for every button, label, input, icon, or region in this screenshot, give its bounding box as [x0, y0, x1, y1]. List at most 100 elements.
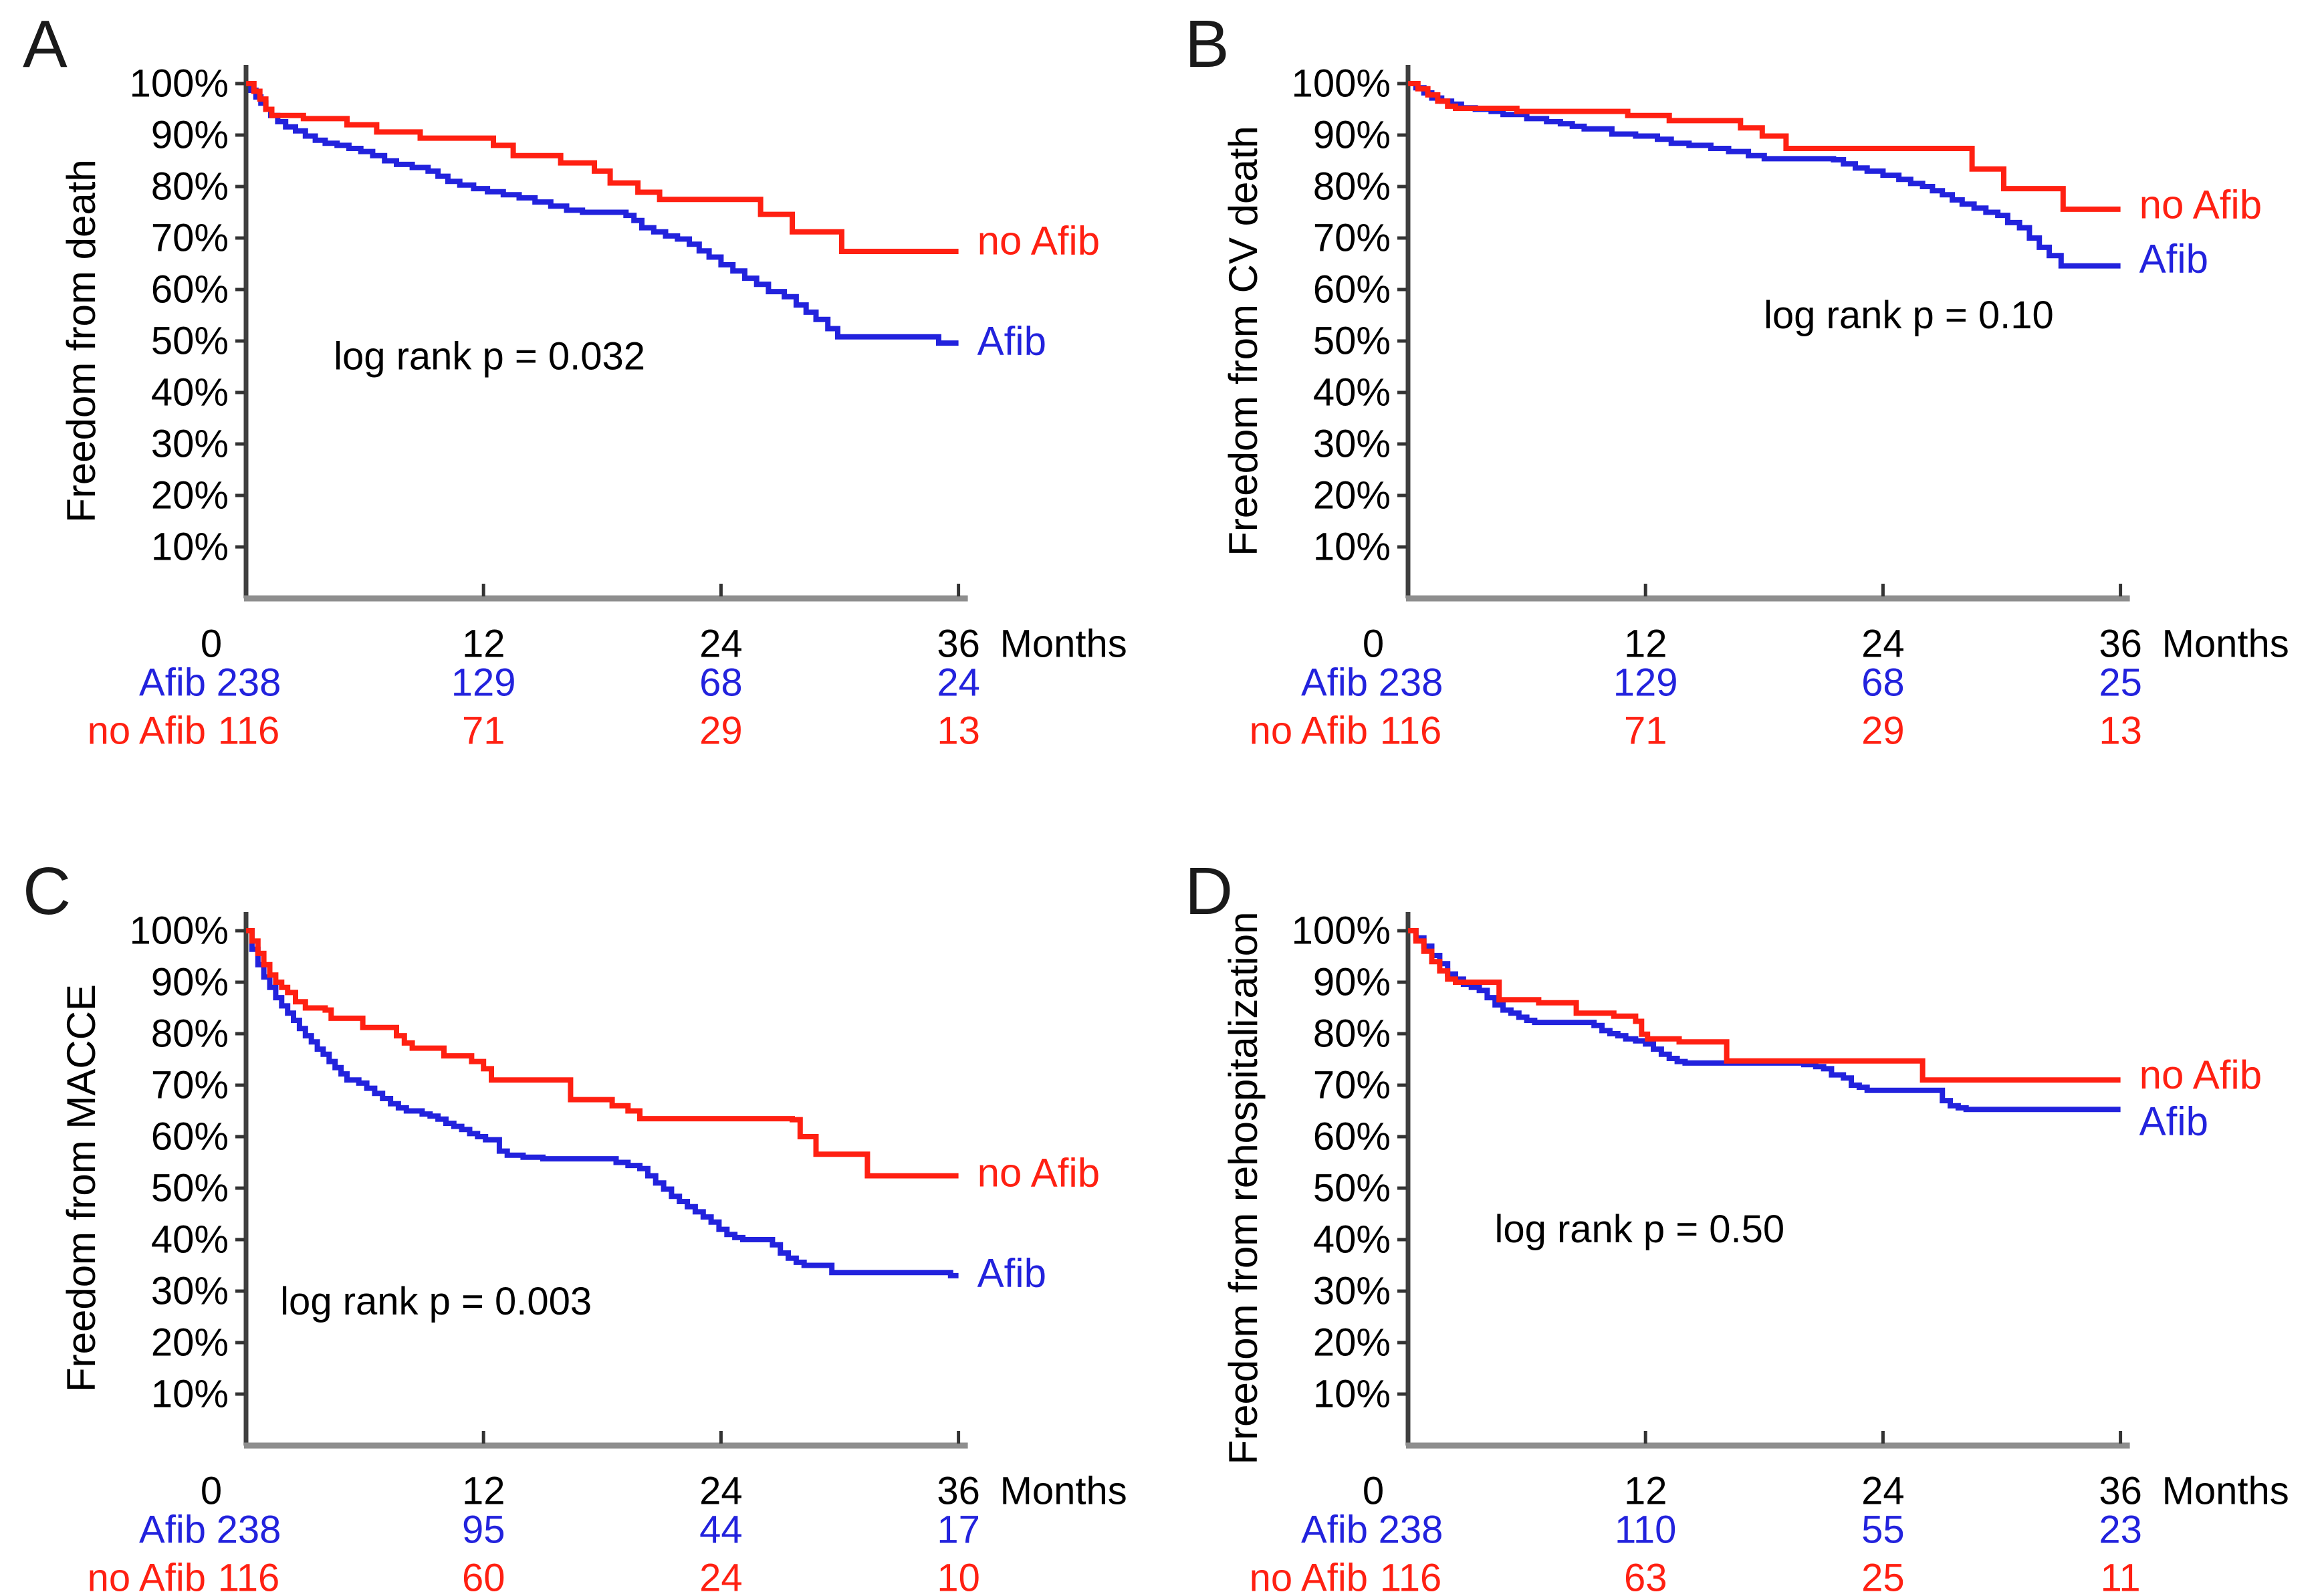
- at-risk-count-afib: 129: [1613, 661, 1678, 705]
- y-axis-tick-label: 80%: [151, 165, 229, 209]
- y-axis-tick-label: 50%: [1313, 320, 1391, 363]
- x-axis-origin-label: 0: [1363, 622, 1384, 666]
- x-axis-title: Months: [1000, 1470, 1127, 1513]
- x-axis-tick-label: 12: [462, 622, 505, 666]
- at-risk-row-label-noafib: no Afib: [88, 1557, 206, 1594]
- curve-noafib: [246, 81, 959, 254]
- at-risk-count-noafib: 13: [2099, 709, 2142, 753]
- y-axis-tick-label: 10%: [151, 1373, 229, 1416]
- y-axis-tick-label: 40%: [151, 1218, 229, 1262]
- y-axis-tick-label: 60%: [1313, 1115, 1391, 1159]
- at-risk-count-noafib: 116: [1380, 709, 1441, 753]
- curve-label-afib: Afib: [2139, 236, 2208, 281]
- at-risk-count-afib: 44: [699, 1508, 743, 1552]
- y-axis-tick-label: 70%: [1313, 1064, 1391, 1107]
- curve-afib: [246, 81, 959, 346]
- x-axis-origin-label: 0: [1363, 1470, 1384, 1513]
- y-axis-tick-label: 90%: [1313, 114, 1391, 157]
- panel-letter: A: [23, 7, 68, 82]
- x-axis-origin-label: 0: [201, 1470, 222, 1513]
- y-axis-title: Freedom from MACCE: [59, 984, 104, 1392]
- curve-label-afib: Afib: [2139, 1099, 2208, 1143]
- y-axis-tick-label: 20%: [1313, 1321, 1391, 1365]
- x-axis-tick-label: 36: [937, 622, 980, 666]
- log-rank-p-label: log rank p = 0.50: [1494, 1208, 1784, 1251]
- x-axis-tick-label: 24: [1861, 622, 1905, 666]
- y-axis-tick-label: 30%: [151, 1270, 229, 1313]
- panel-d: D Freedom from rehospitalization 100% 90% 80…: [1162, 797, 2324, 1594]
- at-risk-count-afib: 68: [1861, 661, 1905, 705]
- y-axis-tick-label: 10%: [1313, 1373, 1391, 1416]
- at-risk-count-afib: 17: [937, 1508, 980, 1552]
- x-axis-tick-label: 24: [699, 1470, 743, 1513]
- y-axis-tick-label: 60%: [1313, 268, 1391, 312]
- log-rank-p-label: log rank p = 0.003: [280, 1280, 592, 1323]
- y-axis-tick-label: 60%: [151, 268, 229, 312]
- curve-label-noafib: no Afib: [977, 1150, 1100, 1195]
- at-risk-row-label-noafib: no Afib: [88, 709, 206, 753]
- at-risk-count-afib: 129: [451, 661, 516, 705]
- at-risk-count-afib: 55: [1861, 1508, 1905, 1552]
- y-axis-tick-label: 70%: [151, 1064, 229, 1107]
- y-axis-tick-label: 10%: [151, 526, 229, 569]
- y-axis-tick-label: 100%: [1292, 909, 1391, 953]
- x-axis-origin-label: 0: [201, 622, 222, 666]
- x-axis-tick-label: 36: [2099, 1470, 2142, 1513]
- y-axis-tick-label: 90%: [151, 114, 229, 157]
- panel-b-plot: B Freedom from CV death 100% 90% 80% 70% 60% 50…: [1185, 7, 2289, 753]
- at-risk-count-afib: 110: [1615, 1508, 1676, 1552]
- x-axis-tick-label: 24: [1861, 1470, 1905, 1513]
- at-risk-count-noafib: 29: [1861, 709, 1905, 753]
- y-axis-tick-label: 80%: [1313, 165, 1391, 209]
- x-axis-tick-label: 12: [1624, 622, 1667, 666]
- at-risk-row-label-afib: Afib: [139, 661, 206, 705]
- at-risk-count-afib: 23: [2099, 1508, 2142, 1552]
- curve-label-noafib: no Afib: [2139, 1052, 2262, 1097]
- at-risk-count-noafib: 116: [1380, 1557, 1441, 1594]
- at-risk-row-label-afib: Afib: [1301, 1508, 1368, 1552]
- curve-noafib: [1408, 81, 2121, 212]
- x-axis-tick-label: 36: [937, 1470, 980, 1513]
- at-risk-count-noafib: 10: [937, 1557, 980, 1594]
- x-axis-tick-label: 24: [699, 622, 743, 666]
- panel-letter: B: [1185, 7, 1230, 82]
- x-axis-title: Months: [2162, 1470, 2289, 1513]
- at-risk-row-label-afib: Afib: [1301, 661, 1368, 705]
- at-risk-count-afib: 238: [1379, 1508, 1443, 1552]
- at-risk-count-noafib: 13: [937, 709, 980, 753]
- y-axis-tick-label: 10%: [1313, 526, 1391, 569]
- at-risk-count-noafib: 71: [1624, 709, 1667, 753]
- y-axis-tick-label: 30%: [151, 423, 229, 466]
- y-axis-title: Freedom from rehospitalization: [1221, 911, 1266, 1464]
- y-axis-tick-label: 90%: [151, 961, 229, 1004]
- at-risk-count-afib: 95: [462, 1508, 505, 1552]
- at-risk-count-afib: 25: [2099, 661, 2142, 705]
- y-axis-tick-label: 70%: [151, 217, 229, 260]
- panel-a-plot: A Freedom from death 100% 90% 80% 70% 60% 50% 40…: [23, 7, 1127, 753]
- y-axis-title: Freedom from death: [59, 159, 104, 523]
- y-axis-tick-label: 50%: [151, 320, 229, 363]
- y-axis-tick-label: 40%: [1313, 371, 1391, 415]
- x-axis-title: Months: [2162, 622, 2289, 666]
- y-axis-title: Freedom from CV death: [1221, 126, 1266, 556]
- y-axis-tick-label: 90%: [1313, 961, 1391, 1004]
- y-axis-tick-label: 30%: [1313, 1270, 1391, 1313]
- curve-label-afib: Afib: [977, 1251, 1046, 1296]
- at-risk-count-noafib: 11: [2100, 1557, 2140, 1594]
- panel-letter: C: [23, 854, 71, 929]
- y-axis-tick-label: 20%: [1313, 474, 1391, 518]
- y-axis-tick-label: 70%: [1313, 217, 1391, 260]
- panel-letter: D: [1185, 854, 1233, 929]
- panel-c: C Freedom from MACCE 100% 90% 80% 70% 60% 50% 40…: [0, 797, 1162, 1594]
- panel-b: B Freedom from CV death 100% 90% 80% 70% 60% 50…: [1162, 0, 2324, 797]
- curve-noafib: [1408, 928, 2121, 1083]
- y-axis-tick-label: 40%: [151, 371, 229, 415]
- curve-label-noafib: no Afib: [977, 218, 1100, 263]
- y-axis-tick-label: 100%: [130, 909, 229, 953]
- at-risk-count-noafib: 25: [1861, 1557, 1905, 1594]
- at-risk-count-afib: 238: [217, 1508, 281, 1552]
- at-risk-count-afib: 68: [699, 661, 743, 705]
- y-axis-tick-label: 20%: [151, 1321, 229, 1365]
- y-axis-tick-label: 40%: [1313, 1218, 1391, 1262]
